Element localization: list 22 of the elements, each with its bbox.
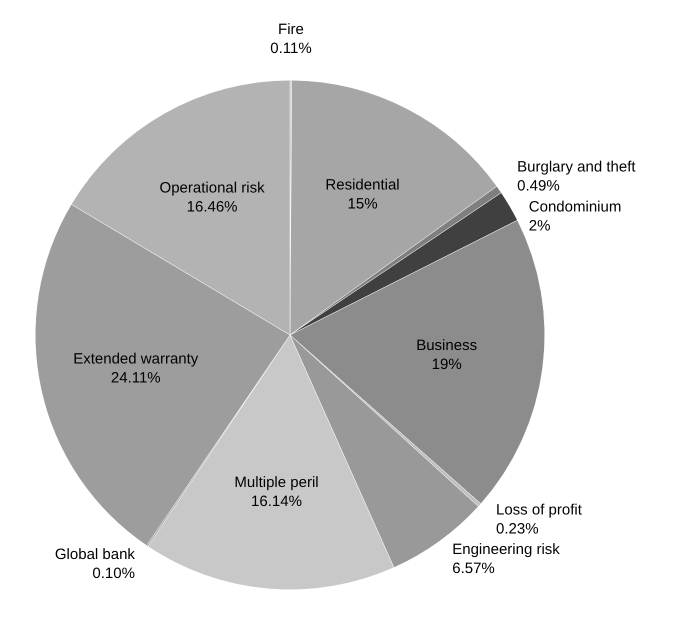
data-label: 2% <box>528 218 550 235</box>
slice-label: Condominium <box>528 198 622 216</box>
data-label: 0.10% <box>92 564 135 582</box>
data-label: 16.46% <box>186 198 238 216</box>
slice-label: Fire <box>278 20 304 38</box>
slice-label: Multiple peril <box>234 474 319 492</box>
data-label: 19% <box>432 356 462 373</box>
slice-label: Burglary and theft <box>517 158 636 176</box>
data-label: 24.11% <box>110 370 161 387</box>
slice-label: Extended warranty <box>73 350 199 368</box>
data-label: 0.23% <box>496 520 539 538</box>
data-label: 16.14% <box>251 493 302 510</box>
slice-label: Global bank <box>54 546 136 563</box>
data-label: 0.49% <box>517 178 560 195</box>
slice-label: Business <box>416 336 478 354</box>
data-label: 15% <box>348 195 378 212</box>
data-label: 0.11% <box>270 40 312 57</box>
data-label: 6.57% <box>452 560 495 577</box>
slice-label: Loss of profit <box>496 501 583 518</box>
slice-label: Operational risk <box>160 179 266 196</box>
slice-label: Residential <box>325 176 400 194</box>
slice-label: Engineering risk <box>452 540 560 558</box>
